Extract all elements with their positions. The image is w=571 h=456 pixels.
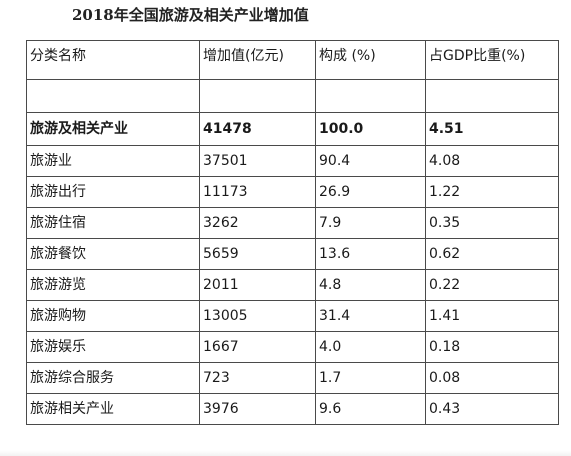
row-composition: 26.9 <box>315 176 426 208</box>
total-composition: 100.0 <box>315 112 426 146</box>
row-composition: 9.6 <box>315 393 426 425</box>
row-gdp-share: 0.18 <box>425 331 559 363</box>
table-row: 旅游娱乐 1667 4.0 0.18 <box>26 331 559 363</box>
table-cell <box>26 79 200 113</box>
row-value-added: 1667 <box>199 331 316 363</box>
row-category: 旅游娱乐 <box>26 331 200 363</box>
row-value-added: 11173 <box>199 176 316 208</box>
row-gdp-share: 0.62 <box>425 238 559 270</box>
row-gdp-share: 0.35 <box>425 207 559 239</box>
header-composition: 构成 (%) <box>315 40 426 80</box>
row-value-added: 2011 <box>199 269 316 301</box>
row-category: 旅游综合服务 <box>26 362 200 394</box>
row-value-added: 37501 <box>199 145 316 177</box>
table-header-row: 分类名称 增加值(亿元) 构成 (%) 占GDP比重(%) <box>26 40 559 80</box>
table-total-row: 旅游及相关产业 41478 100.0 4.51 <box>26 112 559 146</box>
header-value-added: 增加值(亿元) <box>199 40 316 80</box>
row-category: 旅游出行 <box>26 176 200 208</box>
row-composition: 90.4 <box>315 145 426 177</box>
table-row: 旅游综合服务 723 1.7 0.08 <box>26 362 559 394</box>
row-composition: 1.7 <box>315 362 426 394</box>
row-gdp-share: 0.43 <box>425 393 559 425</box>
total-gdp-share: 4.51 <box>425 112 559 146</box>
row-gdp-share: 0.08 <box>425 362 559 394</box>
row-gdp-share: 4.08 <box>425 145 559 177</box>
row-category: 旅游购物 <box>26 300 200 332</box>
header-gdp-share: 占GDP比重(%) <box>425 40 559 80</box>
row-category: 旅游住宿 <box>26 207 200 239</box>
page-title: 2018年全国旅游及相关产业增加值 <box>72 6 309 24</box>
row-value-added: 5659 <box>199 238 316 270</box>
row-composition: 4.0 <box>315 331 426 363</box>
table-cell <box>425 79 559 113</box>
row-gdp-share: 1.22 <box>425 176 559 208</box>
row-gdp-share: 0.22 <box>425 269 559 301</box>
row-composition: 4.8 <box>315 269 426 301</box>
row-category: 旅游游览 <box>26 269 200 301</box>
row-gdp-share: 1.41 <box>425 300 559 332</box>
table-empty-row <box>26 79 559 113</box>
table-row: 旅游餐饮 5659 13.6 0.62 <box>26 238 559 270</box>
total-category: 旅游及相关产业 <box>26 112 200 146</box>
header-category: 分类名称 <box>26 40 200 80</box>
statistics-table: 分类名称 增加值(亿元) 构成 (%) 占GDP比重(%) 旅游及相关产业 41… <box>26 40 559 425</box>
row-composition: 31.4 <box>315 300 426 332</box>
table-cell <box>199 79 316 113</box>
row-value-added: 13005 <box>199 300 316 332</box>
row-value-added: 3976 <box>199 393 316 425</box>
row-composition: 7.9 <box>315 207 426 239</box>
table-cell <box>315 79 426 113</box>
table-row: 旅游游览 2011 4.8 0.22 <box>26 269 559 301</box>
row-category: 旅游相关产业 <box>26 393 200 425</box>
row-category: 旅游业 <box>26 145 200 177</box>
row-value-added: 723 <box>199 362 316 394</box>
table-row: 旅游出行 11173 26.9 1.22 <box>26 176 559 208</box>
table-row: 旅游业 37501 90.4 4.08 <box>26 145 559 177</box>
table-row: 旅游相关产业 3976 9.6 0.43 <box>26 393 559 425</box>
row-value-added: 3262 <box>199 207 316 239</box>
row-composition: 13.6 <box>315 238 426 270</box>
row-category: 旅游餐饮 <box>26 238 200 270</box>
table-row: 旅游住宿 3262 7.9 0.35 <box>26 207 559 239</box>
page-bottom-edge <box>0 450 571 456</box>
total-value-added: 41478 <box>199 112 316 146</box>
table-row: 旅游购物 13005 31.4 1.41 <box>26 300 559 332</box>
